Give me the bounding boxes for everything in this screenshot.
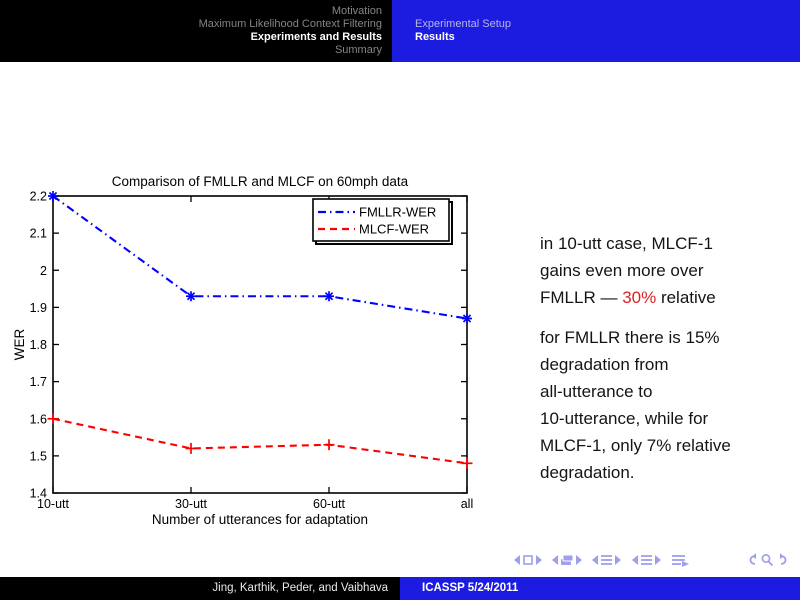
marker-asterisk [462, 313, 472, 324]
y-tick-label: 1.4 [30, 487, 47, 501]
footer-conference: ICASSP 5/24/2011 [400, 577, 800, 600]
note-text: for FMLLR there is 15% [540, 328, 720, 347]
legend-label-fmllr-wer: FMLLR-WER [359, 205, 436, 220]
y-tick-label: 1.5 [30, 449, 47, 463]
alert-percentage: 30% [622, 288, 657, 307]
series-line-mlcf-wer [52, 417, 468, 465]
chart-title: Comparison of FMLLR and MLCF on 60mph da… [112, 174, 409, 189]
y-tick-label: 1.7 [30, 375, 47, 389]
x-tick-label: 10-utt [37, 497, 69, 511]
history-back-icon[interactable] [749, 553, 757, 565]
subsection-nav-icon[interactable] [592, 555, 621, 565]
footer-bar: Jing, Karthik, Peder, and Vaibhava ICASS… [0, 577, 800, 600]
marker-plus [323, 439, 335, 451]
note-text: all-utterance to [540, 382, 653, 401]
search-icon[interactable] [761, 554, 774, 567]
header-subsection-results[interactable]: Results [415, 31, 455, 43]
chart-xlabel: Number of utterances for adaptation [152, 512, 368, 527]
notes: in 10-utt case, MLCF-1 gains even more ov… [540, 230, 792, 486]
note-text: gains even more over [540, 261, 704, 280]
marker-asterisk [324, 291, 334, 302]
header-subsections: Experimental Setup Results [392, 0, 800, 62]
note-text: degradation. [540, 463, 635, 482]
beamer-navigation [512, 551, 794, 569]
chart-ylabel: WER [12, 329, 27, 361]
note-text: 10-utterance, while for [540, 409, 709, 428]
y-tick-label: 2 [40, 264, 47, 278]
slide-nav-icon[interactable] [514, 555, 542, 565]
note-paragraph: for FMLLR there is 15% degradation from al… [540, 324, 792, 486]
wer-chart-svg: 1.4 1.5 1.6 1.7 1.8 1.9 2 2.1 2.2 10-utt 30-utt 60-… [12, 174, 474, 527]
y-tick-label: 1.6 [30, 412, 47, 426]
marker-asterisk [186, 291, 196, 302]
header-subsection-experimental-setup[interactable]: Experimental Setup [415, 18, 511, 30]
header-section-experiments-and-results[interactable]: Experiments and Results [250, 31, 382, 43]
note-text: relative [656, 288, 716, 307]
legend-box [312, 198, 450, 242]
y-tick-label: 1.9 [30, 301, 47, 315]
footer-authors: Jing, Karthik, Peder, and Vaibhava [0, 577, 400, 600]
wer-chart: 1.4 1.5 1.6 1.7 1.8 1.9 2 2.1 2.2 10-utt 30-utt 60-… [10, 160, 490, 545]
header-section-summary[interactable]: Summary [334, 44, 382, 56]
series-line-fmllr-wer [52, 195, 468, 320]
note-text: degradation from [540, 355, 669, 374]
note-text: MLCF-1, only 7% relative [540, 436, 731, 455]
appendix-icon[interactable] [672, 555, 689, 567]
x-tick-label: 60-utt [313, 497, 345, 511]
header-section-maximum-likelihood-context-filtering[interactable]: Maximum Likelihood Context Filtering [198, 18, 382, 30]
history-forward-icon[interactable] [780, 553, 787, 565]
plot-box [52, 195, 468, 494]
header-bar: Motivation Maximum Likelihood Context Fil… [0, 0, 800, 62]
note-paragraph: in 10-utt case, MLCF-1 gains even more ov… [540, 230, 792, 311]
note-text: FMLLR — [540, 288, 623, 307]
x-tick-label: all [461, 497, 474, 511]
header-section-motivation[interactable]: Motivation [331, 5, 382, 17]
y-tick-label: 2.2 [30, 190, 47, 204]
note-text: in 10-utt case, MLCF-1 [540, 234, 713, 253]
x-tick-label: 30-utt [175, 497, 207, 511]
marker-plus [47, 413, 59, 425]
y-tick-label: 1.8 [30, 338, 47, 352]
frame-nav-icon[interactable] [552, 554, 582, 565]
marker-plus [461, 457, 473, 469]
marker-plus [185, 442, 197, 454]
section-nav-icon[interactable] [632, 555, 661, 565]
marker-asterisk [48, 191, 58, 201]
header-sections: Motivation Maximum Likelihood Context Fil… [0, 0, 392, 62]
y-tick-label: 2.1 [30, 227, 47, 241]
legend-label-mlcf-wer: MLCF-WER [359, 222, 429, 237]
